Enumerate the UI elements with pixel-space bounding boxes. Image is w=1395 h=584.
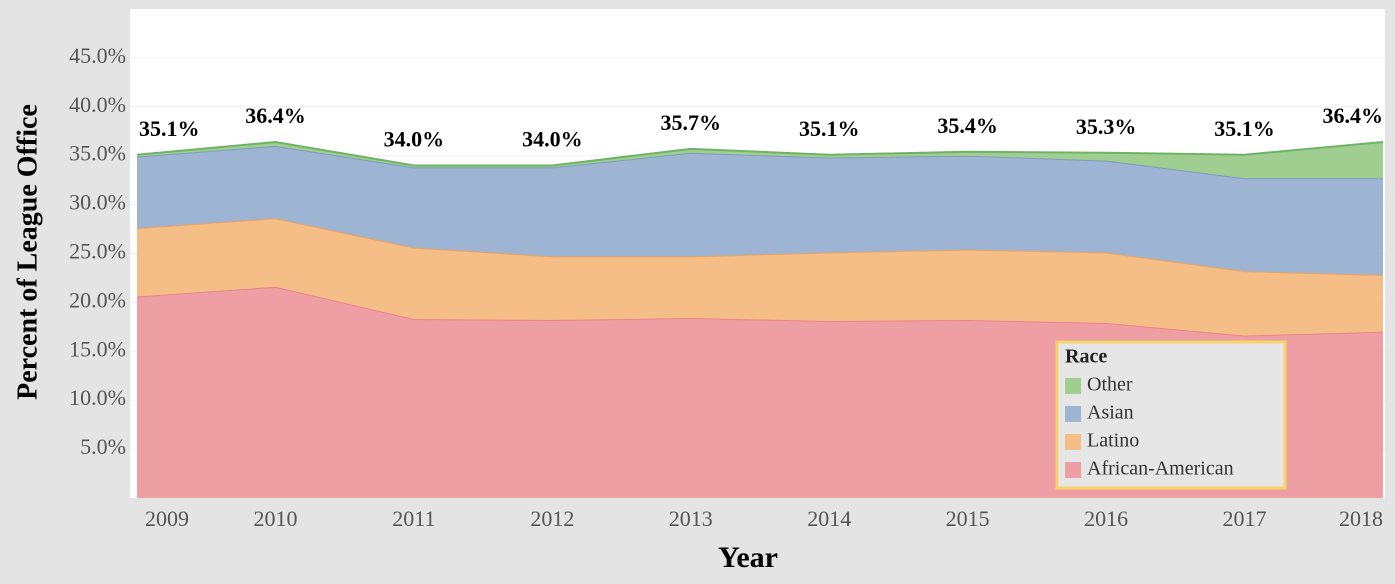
y-tick-label: 5.0% [80,434,126,459]
x-tick-label: 2016 [1084,506,1128,531]
y-tick-label: 30.0% [69,190,126,215]
total-label: 36.4% [1323,103,1384,128]
y-axis-title: Percent of League Office [12,104,43,400]
x-tick-label: 2018 [1339,506,1383,531]
legend-label: African-American [1087,458,1234,480]
y-tick-label: 35.0% [69,141,126,166]
y-tick-label: 10.0% [69,385,126,410]
legend-swatch [1065,434,1081,450]
y-tick-label: 15.0% [69,336,126,361]
x-axis-title: Year [718,541,778,574]
legend-box [1055,340,1287,490]
y-tick-label: 45.0% [69,43,126,68]
legend-swatch [1065,406,1081,422]
legend-label: Latino [1087,430,1139,452]
area [137,218,1383,336]
y-tick-label: 40.0% [69,92,126,117]
legend-label: Asian [1087,402,1134,424]
total-label: 34.0% [522,127,583,152]
x-tick-label: 2017 [1223,506,1267,531]
x-tick-label: 2012 [530,506,574,531]
x-tick-label: 2013 [669,506,713,531]
x-tick-label: 2015 [946,506,990,531]
total-label: 35.1% [799,116,860,141]
total-label: 35.1% [139,116,200,141]
total-label: 36.4% [245,103,306,128]
total-label: 35.4% [937,113,998,138]
y-tick-label: 20.0% [69,287,126,312]
total-label: 35.1% [1214,116,1275,141]
legend-title: Race [1065,346,1107,368]
x-tick-label: 2010 [253,506,297,531]
area-edge [136,141,1384,167]
area [137,142,1383,179]
y-tick-label: 25.0% [69,239,126,264]
total-label: 35.7% [661,110,722,135]
total-label: 34.0% [384,127,445,152]
legend-swatch [1065,462,1081,478]
total-label: 35.3% [1076,114,1137,139]
x-tick-label: 2011 [392,506,435,531]
x-tick-label: 2014 [807,506,851,531]
x-tick-label: 2009 [145,506,189,531]
legend: Race Other Asian Latino African-American [1055,340,1287,490]
legend-swatch [1065,378,1081,394]
legend-label: Other [1087,374,1133,396]
area [137,145,1383,276]
